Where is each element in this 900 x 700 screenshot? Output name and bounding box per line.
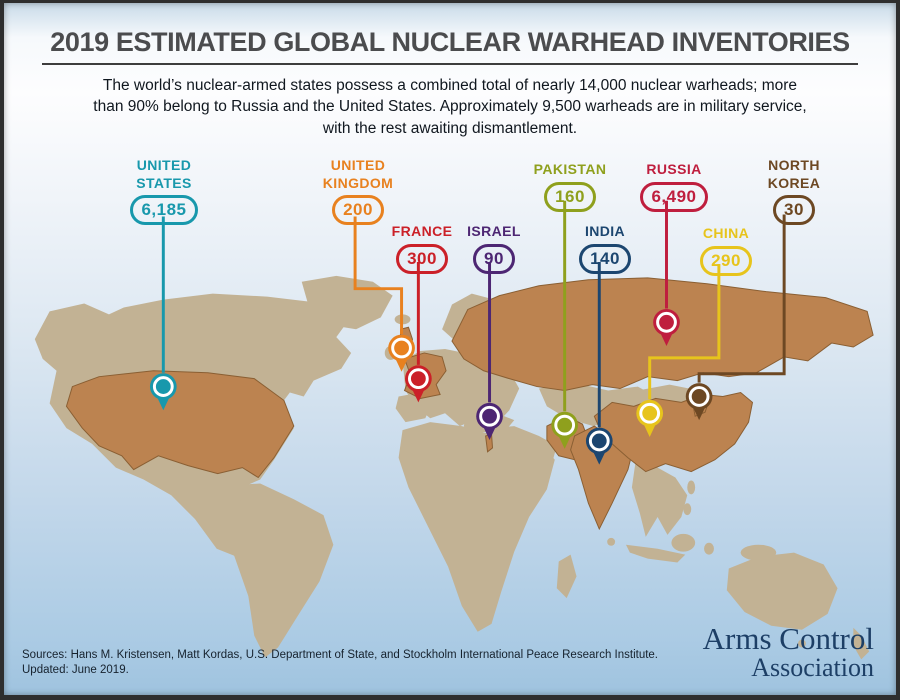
landmass-caribbean: [254, 504, 260, 510]
logo-line-2: Association: [751, 653, 874, 682]
warhead-count-badge: 140: [579, 243, 631, 274]
warhead-count-badge: 300: [396, 243, 448, 274]
warhead-count-badge: 30: [773, 195, 815, 225]
map-pins: [149, 308, 713, 465]
landmass-philippines: [687, 480, 696, 495]
country-united-states: [65, 370, 295, 479]
arms-control-association-logo: Arms Control Association: [703, 623, 874, 681]
landmass-borneo: [671, 533, 696, 552]
map-pin-pakistan: [551, 411, 579, 449]
landmass-tasmania: [797, 639, 806, 648]
label-north-korea: NORTH KOREA 30: [757, 157, 831, 225]
label-united-kingdom: UNITED KINGDOM 200: [311, 157, 405, 225]
page-title: 2019 ESTIMATED GLOBAL NUCLEAR WARHEAD IN…: [50, 27, 850, 57]
map-pin-india: [585, 427, 613, 465]
warhead-count-badge: 90: [473, 243, 515, 274]
leader-line-united-kingdom: [353, 216, 404, 335]
label-china: CHINA 290: [681, 225, 771, 276]
landmass-australia: [726, 552, 838, 630]
leader-line-china: [648, 263, 721, 400]
warhead-count-badge: 290: [700, 245, 752, 276]
page-subtitle: The world’s nuclear-armed states possess…: [93, 77, 807, 137]
warhead-count-badge: 200: [332, 195, 384, 225]
map-pin-israel: [476, 402, 503, 440]
warhead-count-badge: 6,490: [640, 181, 708, 212]
landmass-madagascar: [556, 554, 577, 599]
map-pin-north-korea: [685, 383, 713, 421]
landmass-sri-lanka: [607, 537, 616, 546]
leader-lines: [161, 200, 786, 428]
map-pin-china: [636, 399, 664, 437]
country-name: FRANCE: [391, 223, 453, 239]
map-pin-france: [405, 365, 432, 403]
landmass-iberia: [395, 392, 433, 423]
sources-line-1: Sources: Hans M. Kristensen, Matt Kordas…: [22, 648, 659, 661]
label-india: INDIA 140: [560, 223, 650, 274]
leader-line-north-korea: [697, 214, 786, 383]
warhead-count-badge: 160: [544, 181, 596, 212]
country-name: CHINA: [702, 225, 750, 241]
sources-note: Sources: Hans M. Kristensen, Matt Kordas…: [22, 648, 658, 679]
logo-line-1: Arms Control: [702, 621, 874, 656]
country-name: UNITED STATES: [136, 157, 192, 191]
continents: [34, 275, 870, 660]
landmass-indonesia: [625, 544, 686, 563]
landmass-new-zealand: [853, 627, 870, 660]
country-name: ISRAEL: [467, 223, 521, 239]
map-pin-russia: [653, 308, 680, 347]
country-name: INDIA: [584, 223, 626, 239]
map-pin-united-states: [149, 373, 177, 411]
label-israel: ISRAEL 90: [449, 223, 539, 274]
country-china: [593, 391, 754, 473]
landmass-sulawesi: [704, 542, 714, 555]
warhead-count-badge: 6,185: [130, 195, 198, 225]
landmass-caribbean: [271, 509, 277, 515]
landmass-philippines: [683, 503, 692, 516]
label-pakistan: PAKISTAN 160: [515, 161, 625, 212]
label-united-states: UNITED STATES 6,185: [119, 157, 209, 225]
country-name: NORTH KOREA: [767, 157, 821, 191]
country-name: PAKISTAN: [533, 161, 607, 177]
label-russia: RUSSIA 6,490: [624, 161, 724, 212]
country-name: UNITED KINGDOM: [322, 157, 394, 191]
world-map: [34, 200, 874, 660]
map-pin-united-kingdom: [388, 334, 415, 372]
label-france: FRANCE 300: [377, 223, 467, 274]
title-divider: [42, 63, 858, 65]
infographic-canvas: 2019 ESTIMATED GLOBAL NUCLEAR WARHEAD IN…: [4, 3, 896, 695]
country-name: RUSSIA: [646, 161, 702, 177]
landmass-caribbean: [239, 499, 245, 505]
landmass-south-america: [216, 483, 334, 658]
sources-line-2: Updated: June 2019.: [22, 664, 129, 677]
landmass-southeast-asia: [631, 459, 688, 537]
landmass-arabian-peninsula: [485, 426, 557, 498]
